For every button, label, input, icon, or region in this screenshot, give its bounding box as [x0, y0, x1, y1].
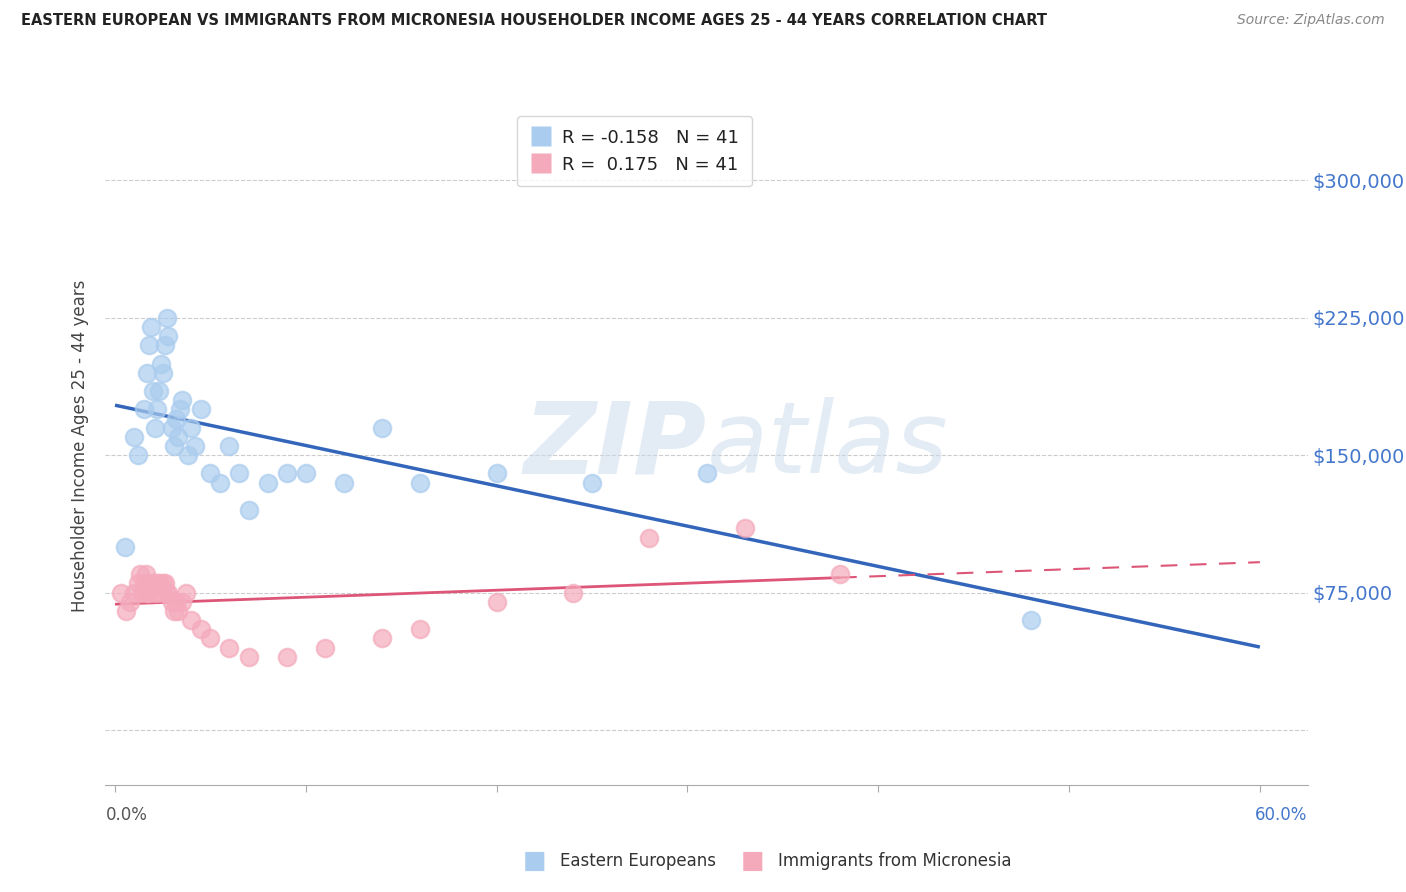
Point — [190, 402, 212, 417]
Point — [148, 576, 170, 591]
Point — [162, 420, 183, 434]
Text: Immigrants from Micronesia: Immigrants from Micronesia — [778, 852, 1011, 870]
Point — [153, 338, 176, 352]
Point — [167, 604, 190, 618]
Point — [128, 567, 150, 582]
Point — [200, 632, 222, 646]
Point — [127, 576, 149, 591]
Point — [485, 595, 508, 609]
Point — [132, 576, 155, 591]
Text: Eastern Europeans: Eastern Europeans — [560, 852, 716, 870]
Point — [157, 585, 180, 599]
Point — [218, 439, 240, 453]
Point — [485, 467, 508, 481]
Point — [142, 384, 165, 398]
Point — [734, 521, 756, 535]
Text: EASTERN EUROPEAN VS IMMIGRANTS FROM MICRONESIA HOUSEHOLDER INCOME AGES 25 - 44 Y: EASTERN EUROPEAN VS IMMIGRANTS FROM MICR… — [21, 13, 1047, 29]
Y-axis label: Householder Income Ages 25 - 44 years: Householder Income Ages 25 - 44 years — [72, 280, 90, 612]
Point — [208, 475, 231, 490]
Point — [828, 567, 851, 582]
Point — [256, 475, 278, 490]
Point — [110, 585, 132, 599]
Point — [136, 585, 159, 599]
Text: ZIP: ZIP — [523, 398, 707, 494]
Point — [141, 319, 163, 334]
Point — [162, 595, 183, 609]
Point — [167, 430, 190, 444]
Point — [276, 467, 298, 481]
Text: 60.0%: 60.0% — [1256, 806, 1308, 824]
Point — [228, 467, 250, 481]
Point — [155, 585, 177, 599]
Text: 0.0%: 0.0% — [105, 806, 148, 824]
Point — [165, 411, 187, 425]
Point — [148, 384, 170, 398]
Point — [170, 393, 193, 408]
Point — [218, 640, 240, 655]
Text: atlas: atlas — [707, 398, 948, 494]
Point — [238, 503, 260, 517]
Point — [157, 329, 180, 343]
Point — [561, 585, 585, 599]
Point — [146, 576, 169, 591]
Point — [120, 595, 142, 609]
Point — [136, 366, 159, 380]
Point — [238, 649, 260, 664]
Point — [149, 585, 172, 599]
Point — [152, 366, 174, 380]
Point — [276, 649, 298, 664]
Point — [174, 585, 197, 599]
Point — [314, 640, 336, 655]
Point — [695, 467, 717, 481]
Point — [138, 585, 160, 599]
Point — [180, 613, 202, 627]
Point — [143, 420, 166, 434]
Point — [409, 622, 432, 636]
Point — [200, 467, 222, 481]
Point — [122, 585, 145, 599]
Point — [114, 540, 136, 554]
Point — [152, 576, 174, 591]
Point — [333, 475, 356, 490]
Point — [149, 357, 172, 371]
Point — [169, 402, 191, 417]
Text: ■: ■ — [741, 849, 763, 872]
Point — [143, 585, 166, 599]
Point — [165, 595, 187, 609]
Point — [138, 338, 160, 352]
Point — [127, 448, 149, 462]
Point — [190, 622, 212, 636]
Point — [371, 632, 394, 646]
Point — [184, 439, 207, 453]
Point — [153, 576, 176, 591]
Point — [163, 439, 186, 453]
Point — [155, 310, 177, 325]
Text: ■: ■ — [523, 849, 546, 872]
Point — [295, 467, 318, 481]
Legend: R = -0.158   N = 41, R =  0.175   N = 41: R = -0.158 N = 41, R = 0.175 N = 41 — [517, 116, 752, 186]
Point — [122, 430, 145, 444]
Point — [176, 448, 198, 462]
Text: Source: ZipAtlas.com: Source: ZipAtlas.com — [1237, 13, 1385, 28]
Point — [581, 475, 603, 490]
Point — [638, 531, 661, 545]
Point — [146, 402, 169, 417]
Point — [142, 576, 165, 591]
Point — [115, 604, 138, 618]
Point — [1019, 613, 1042, 627]
Point — [132, 402, 155, 417]
Point — [371, 420, 394, 434]
Point — [163, 604, 186, 618]
Point — [141, 576, 163, 591]
Point — [131, 585, 153, 599]
Point — [170, 595, 193, 609]
Point — [409, 475, 432, 490]
Point — [180, 420, 202, 434]
Point — [135, 567, 157, 582]
